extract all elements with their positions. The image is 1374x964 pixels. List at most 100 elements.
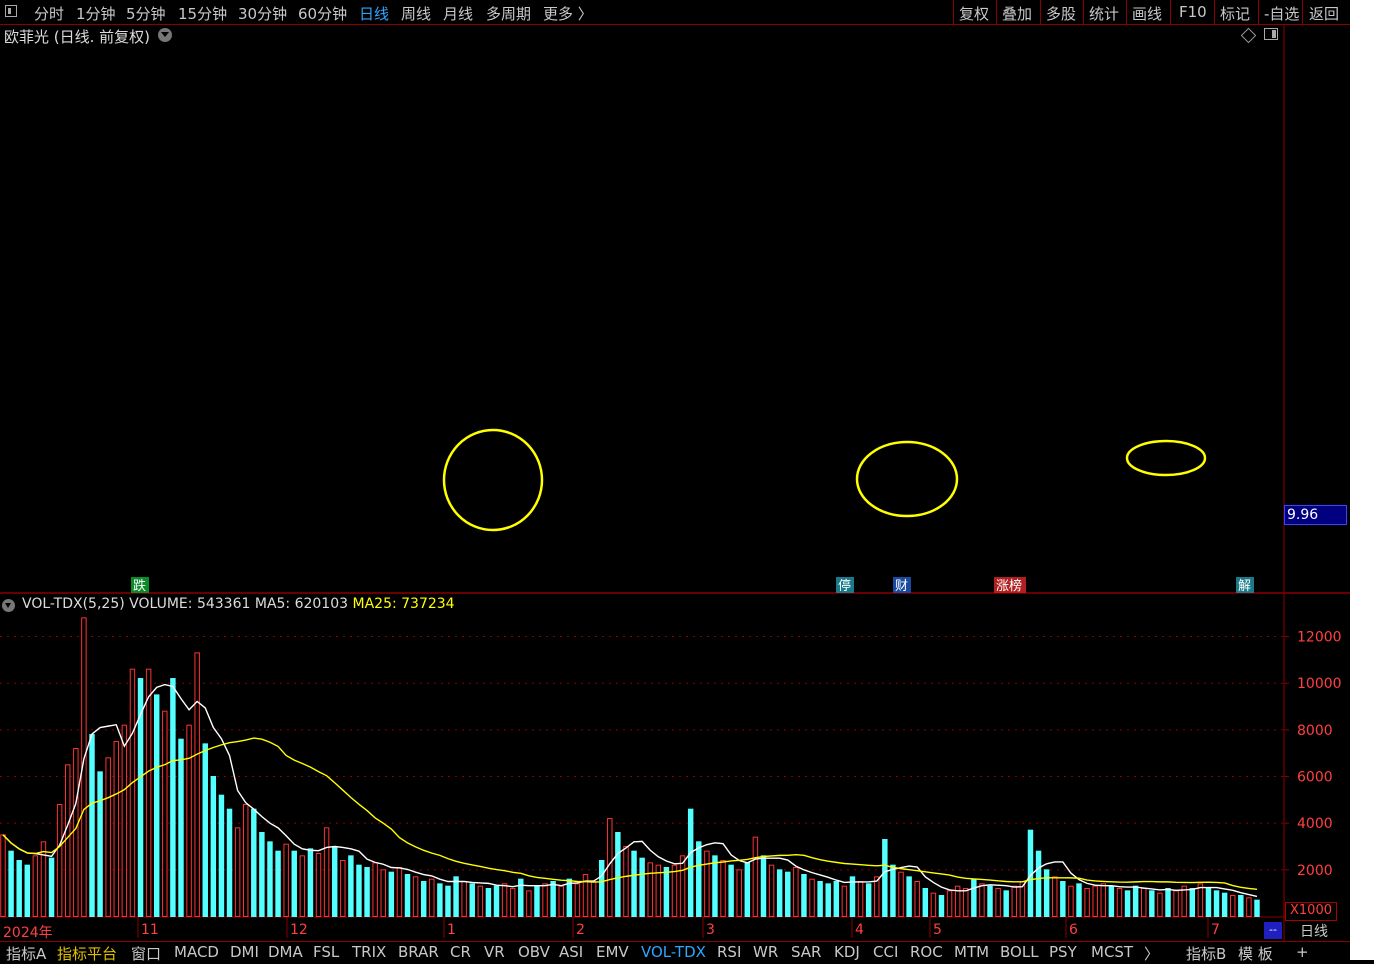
volume-bar bbox=[663, 867, 670, 918]
toolbar-separator bbox=[953, 0, 954, 24]
volume-bar bbox=[509, 888, 516, 918]
indicator-tab-21[interactable]: MTM bbox=[954, 943, 990, 961]
volume-bar bbox=[793, 867, 799, 918]
indicator-tab-20[interactable]: ROC bbox=[910, 943, 943, 961]
month-label: 1 bbox=[447, 922, 456, 938]
toolbar-right-item-4[interactable]: 画线 bbox=[1132, 5, 1163, 23]
volume-bar bbox=[760, 855, 767, 917]
indicator-tab-22[interactable]: BOLL bbox=[1000, 943, 1039, 961]
add-tab-button[interactable]: + bbox=[1296, 943, 1309, 961]
toolbar-item-9[interactable]: 多周期 bbox=[486, 5, 532, 23]
indicator-tab-12[interactable]: ASI bbox=[559, 943, 584, 961]
volume-bar bbox=[162, 710, 168, 917]
indicator-tab-14[interactable]: VOL-TDX bbox=[641, 943, 706, 961]
toolbar-item-5[interactable]: 60分钟 bbox=[298, 5, 348, 23]
volume-bar bbox=[1149, 890, 1155, 917]
indicator-tab-13[interactable]: EMV bbox=[596, 943, 629, 961]
indicator-tab-24[interactable]: MCST bbox=[1091, 943, 1134, 961]
indicator-tab-1[interactable]: 指标平台 bbox=[57, 945, 118, 963]
vol-dropdown-icon[interactable] bbox=[2, 599, 15, 612]
volume-bar bbox=[704, 850, 710, 918]
toolbar-right-item-7[interactable]: -自选 bbox=[1264, 5, 1300, 23]
panel-toggle-icon[interactable] bbox=[1264, 28, 1278, 40]
volume-bar bbox=[534, 885, 540, 918]
toolbar-right-item-3[interactable]: 统计 bbox=[1089, 5, 1120, 23]
toolbar-right-item-1[interactable]: 叠加 bbox=[1002, 5, 1033, 23]
month-label: 3 bbox=[706, 922, 715, 938]
volume-bar bbox=[1092, 885, 1098, 918]
volume-bar bbox=[234, 827, 241, 918]
volume-bar bbox=[809, 878, 815, 917]
toolbar-right-item-5[interactable]: F10 bbox=[1179, 3, 1207, 21]
indicator-tab-19[interactable]: CCI bbox=[873, 943, 899, 961]
volume-bar bbox=[1011, 885, 1018, 918]
toolbar-item-2[interactable]: 5分钟 bbox=[126, 5, 166, 23]
indicator-tab-25[interactable]: 〉 bbox=[1144, 945, 1160, 963]
indicator-tab-6[interactable]: FSL bbox=[313, 943, 340, 961]
volume-tick-label: 2000 bbox=[1297, 863, 1333, 879]
kline-chart[interactable]: 18.3316.6615.1513.7712.5211.389.22120001… bbox=[0, 0, 1350, 941]
volume-bar bbox=[1141, 888, 1147, 918]
indicator-tab-4[interactable]: DMI bbox=[230, 943, 259, 961]
toolbar-separator bbox=[1302, 0, 1303, 24]
toolbar-right-item-2[interactable]: 多股 bbox=[1046, 5, 1077, 23]
stock-title: 欧菲光 (日线. 前复权) bbox=[4, 28, 151, 46]
indicator-tab-18[interactable]: KDJ bbox=[834, 943, 860, 961]
volume-bar bbox=[121, 724, 128, 917]
volume-bar bbox=[1213, 890, 1220, 917]
volume-bar bbox=[1043, 869, 1050, 918]
volume-bar bbox=[752, 836, 759, 917]
indicator-tab-8[interactable]: BRAR bbox=[398, 943, 439, 961]
window-toggle-icon[interactable] bbox=[5, 5, 17, 17]
scroll-marker[interactable]: -- bbox=[1264, 922, 1282, 939]
toolbar-item-6[interactable]: 日线 bbox=[359, 5, 390, 23]
volume-bar bbox=[105, 757, 111, 918]
volume-bar bbox=[299, 855, 306, 917]
toolbar-right-item-6[interactable]: 标记 bbox=[1220, 5, 1251, 23]
volume-bar bbox=[768, 864, 775, 918]
toolbar-item-0[interactable]: 分时 bbox=[34, 5, 65, 23]
indicator-tab-0[interactable]: 指标A bbox=[6, 945, 47, 963]
volume-bar bbox=[687, 808, 694, 918]
volume-bar bbox=[882, 839, 888, 917]
volume-bar bbox=[469, 883, 475, 918]
indicator-tab-23[interactable]: PSY bbox=[1049, 943, 1077, 961]
indicator-tab-15[interactable]: RSI bbox=[717, 943, 742, 961]
indicator-tab-5[interactable]: DMA bbox=[268, 943, 303, 961]
toolbar-item-8[interactable]: 月线 bbox=[443, 5, 474, 23]
volume-bar bbox=[987, 885, 993, 918]
volume-bar bbox=[323, 827, 330, 918]
volume-bar bbox=[1076, 883, 1082, 918]
dropdown-icon[interactable] bbox=[158, 28, 172, 42]
indicator-tab-27[interactable]: 模 板 bbox=[1238, 945, 1273, 963]
indicator-tab-17[interactable]: SAR bbox=[791, 943, 822, 961]
event-badge-label: 涨榜 bbox=[996, 578, 1022, 594]
indicator-tab-7[interactable]: TRIX bbox=[352, 943, 387, 961]
indicator-tab-26[interactable]: 指标B bbox=[1186, 945, 1227, 963]
volume-bar bbox=[930, 892, 937, 917]
toolbar-item-3[interactable]: 15分钟 bbox=[178, 5, 228, 23]
volume-bar bbox=[890, 864, 896, 918]
volume-bar bbox=[865, 883, 872, 918]
volume-bar bbox=[364, 867, 370, 918]
volume-bar bbox=[97, 771, 103, 917]
indicator-tab-16[interactable]: WR bbox=[753, 943, 779, 961]
toolbar-item-1[interactable]: 1分钟 bbox=[76, 5, 116, 23]
volume-indicator-info: VOL-TDX(5,25) VOLUME: 543361 MA5: 620103… bbox=[22, 596, 455, 612]
indicator-tab-2[interactable]: 窗口 bbox=[131, 945, 162, 963]
indicator-tab-9[interactable]: CR bbox=[450, 943, 471, 961]
indicator-tab-10[interactable]: VR bbox=[484, 943, 505, 961]
indicator-tab-3[interactable]: MACD bbox=[174, 943, 219, 961]
volume-bar bbox=[259, 832, 265, 918]
volume-bar bbox=[979, 883, 985, 918]
volume-bar bbox=[995, 888, 1001, 918]
year-label: 2024年 bbox=[3, 925, 53, 941]
toolbar-right-item-8[interactable]: 返回 bbox=[1309, 5, 1340, 23]
toolbar-item-4[interactable]: 30分钟 bbox=[238, 5, 288, 23]
volume-bar bbox=[429, 878, 435, 917]
volume-bar bbox=[0, 834, 6, 917]
toolbar-item-7[interactable]: 周线 bbox=[401, 5, 432, 23]
indicator-tab-11[interactable]: OBV bbox=[518, 943, 550, 961]
toolbar-item-10[interactable]: 更多 〉 bbox=[543, 5, 593, 23]
toolbar-right-item-0[interactable]: 复权 bbox=[959, 5, 990, 23]
